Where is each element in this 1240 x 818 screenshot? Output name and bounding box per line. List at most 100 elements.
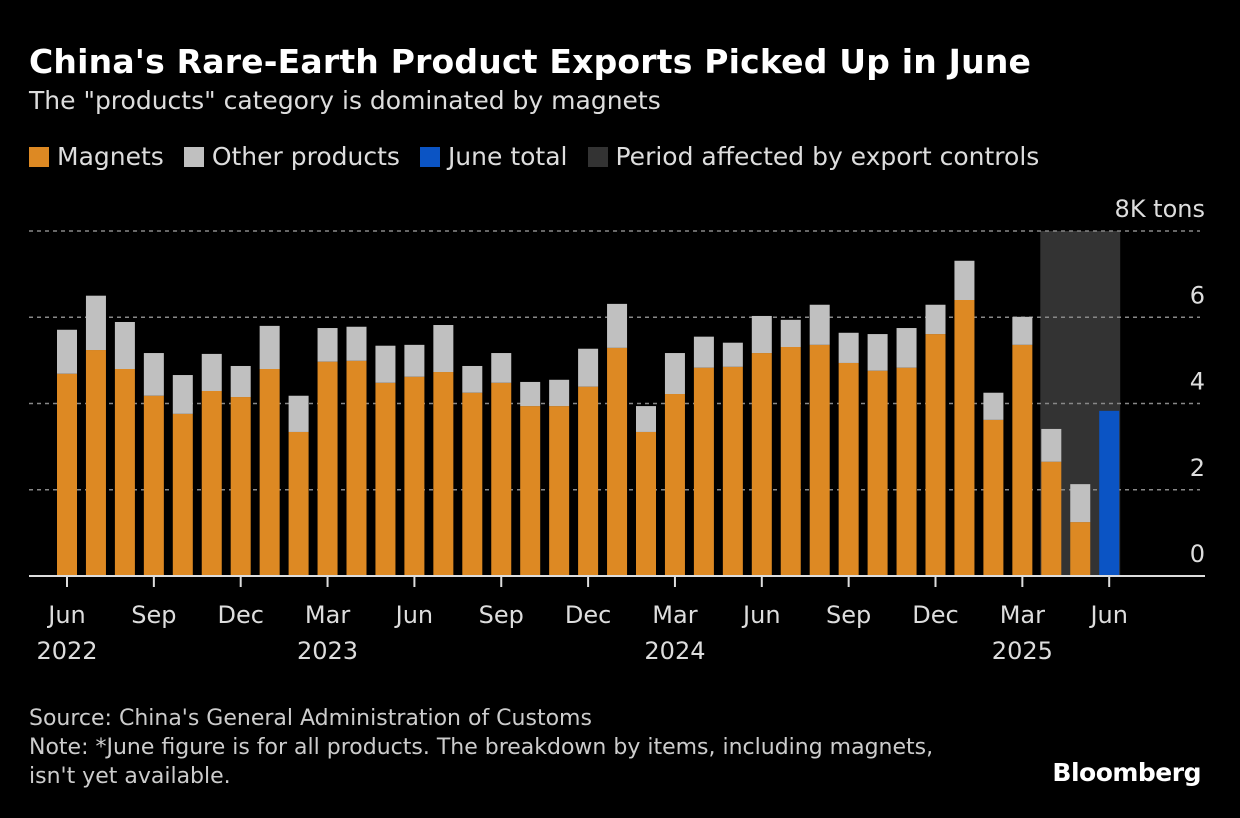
bar-other-products <box>172 375 193 414</box>
bar-other-products <box>809 304 830 345</box>
bar-magnets <box>346 360 367 576</box>
x-tick-label: Jun <box>394 601 434 629</box>
bar-magnets <box>751 353 772 576</box>
x-tick-label: Sep <box>131 601 176 629</box>
bar-magnets <box>491 382 512 576</box>
bar-other-products <box>693 336 714 368</box>
bar-magnets <box>462 392 483 576</box>
legend-label: Other products <box>211 142 400 171</box>
bar-other-products <box>143 353 164 396</box>
legend-label: Period affected by export controls <box>615 142 1040 171</box>
bar-magnets <box>809 344 830 576</box>
legend-label: June total <box>447 142 568 171</box>
bar-magnets <box>114 369 135 576</box>
bar-june-total <box>1099 410 1120 576</box>
bar-magnets <box>404 376 425 576</box>
x-tick-label: Jun <box>1088 601 1128 629</box>
bar-magnets <box>259 369 280 576</box>
bar-other-products <box>1012 316 1033 345</box>
bar-magnets <box>722 366 743 576</box>
bar-other-products <box>259 325 280 369</box>
chart-title: China's Rare-Earth Product Exports Picke… <box>29 42 1032 81</box>
bar-magnets <box>664 394 685 576</box>
bar-magnets <box>57 373 77 576</box>
legend: Magnets Other products June total Period… <box>29 142 1039 171</box>
bar-other-products <box>578 348 599 387</box>
x-tick-label: Jun <box>741 601 781 629</box>
bar-other-products <box>549 379 570 407</box>
bar-other-products <box>636 406 656 432</box>
y-tick-label: 4 <box>1190 368 1205 396</box>
bar-magnets <box>1012 344 1033 576</box>
bar-other-products <box>85 295 106 351</box>
y-tick-label: 8K tons <box>1115 195 1205 223</box>
bar-other-products <box>491 353 512 383</box>
bar-other-products <box>346 326 367 361</box>
legend-swatch-june-total <box>419 146 440 167</box>
x-tick-year: 2024 <box>644 637 705 665</box>
bar-magnets <box>867 370 888 576</box>
legend-swatch-other <box>183 146 204 167</box>
bar-magnets <box>201 390 222 576</box>
bar-magnets <box>520 406 541 576</box>
bloomberg-logo: Bloomberg <box>1052 758 1201 787</box>
x-tick-label: Sep <box>479 601 524 629</box>
x-tick-label: Dec <box>912 601 958 629</box>
x-tick-year: 2025 <box>992 637 1053 665</box>
footer: Source: China's General Administration o… <box>29 704 969 791</box>
bar-magnets <box>1070 522 1091 576</box>
bar-magnets <box>896 367 917 576</box>
bar-other-products <box>520 381 541 407</box>
x-tick-label: Sep <box>826 601 871 629</box>
y-tick-label: 2 <box>1190 454 1205 482</box>
bar-other-products <box>925 304 946 335</box>
bar-magnets <box>288 431 309 576</box>
bar-other-products <box>201 353 222 391</box>
bar-other-products <box>462 365 483 393</box>
legend-swatch-period <box>587 146 608 167</box>
bar-magnets <box>375 382 396 576</box>
bar-other-products <box>664 353 685 395</box>
chart-plot: 0 2 4 6 8K tons Jun 2022 Sep Dec Mar 2023 Jun Sep Dec… <box>29 195 1205 665</box>
x-tick-label: Dec <box>565 601 611 629</box>
bar-magnets <box>143 395 164 576</box>
bar-magnets <box>85 350 106 576</box>
bar-magnets <box>954 300 975 576</box>
bar-other-products <box>1070 484 1091 523</box>
bar-other-products <box>780 319 801 348</box>
bar-magnets <box>607 347 628 576</box>
bar-other-products <box>230 365 251 398</box>
x-tick-label: Mar <box>1000 601 1045 629</box>
bar-other-products <box>607 303 628 348</box>
bar-other-products <box>433 325 454 373</box>
bar-magnets <box>780 347 801 576</box>
bar-magnets <box>693 367 714 576</box>
bar-magnets <box>983 419 1004 576</box>
y-tick-label: 0 <box>1190 540 1205 568</box>
source-note: Source: China's General Administration o… <box>29 706 592 731</box>
legend-item-other: Other products <box>183 142 400 171</box>
bar-magnets <box>172 413 193 576</box>
bar-other-products <box>114 321 135 369</box>
bar-other-products <box>867 334 888 371</box>
bar-magnets <box>636 431 656 576</box>
footnote: Note: *June figure is for all products. … <box>29 735 934 789</box>
bar-other-products <box>954 260 975 300</box>
bar-magnets <box>433 372 454 576</box>
bar-other-products <box>751 315 772 354</box>
bar-other-products <box>317 328 338 362</box>
bar-magnets <box>578 386 599 576</box>
bar-other-products <box>375 345 396 383</box>
x-tick-label: Mar <box>305 601 350 629</box>
chart-subtitle: The "products" category is dominated by … <box>29 86 661 115</box>
x-tick-label: Jun <box>46 601 86 629</box>
x-tick-year: 2022 <box>36 637 97 665</box>
x-tick-label: Dec <box>217 601 263 629</box>
y-tick-label: 6 <box>1190 281 1205 309</box>
bar-other-products <box>1041 428 1062 462</box>
legend-item-magnets: Magnets <box>29 142 164 171</box>
x-tick-label: Mar <box>652 601 697 629</box>
legend-item-period: Period affected by export controls <box>587 142 1040 171</box>
bar-other-products <box>838 332 859 363</box>
bar-magnets <box>838 362 859 576</box>
